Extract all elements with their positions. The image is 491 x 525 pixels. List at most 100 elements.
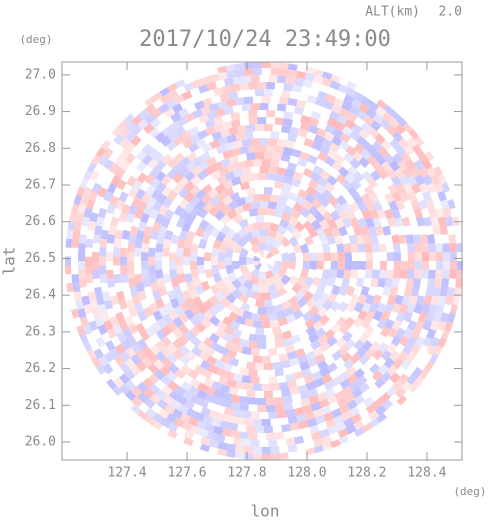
- plot-frame: [61, 61, 463, 461]
- echo-cell: [83, 170, 93, 181]
- x-unit: (deg): [453, 485, 486, 498]
- echo-cell: [136, 338, 148, 350]
- echo-cell: [416, 295, 426, 306]
- echo-cell: [223, 186, 235, 197]
- echo-cell: [305, 325, 317, 337]
- echo-cell: [209, 227, 221, 238]
- echo-cell: [150, 177, 161, 189]
- echo-cell: [358, 128, 370, 140]
- echo-cell: [194, 411, 205, 422]
- x-tick-label: 128.2: [347, 466, 386, 481]
- echo-cell: [77, 308, 87, 319]
- echo-cell: [326, 117, 338, 128]
- echo-cell: [110, 295, 120, 306]
- echo-cell: [175, 79, 186, 89]
- echo-cell: [171, 408, 183, 419]
- echo-cell: [243, 446, 254, 454]
- echo-cell: [370, 170, 381, 182]
- echo-cell: [204, 268, 214, 279]
- echo-cell: [232, 261, 240, 270]
- echo-cell: [270, 194, 280, 203]
- echo-cell: [292, 202, 304, 213]
- echo-cell: [273, 303, 284, 313]
- echo-cell: [388, 117, 400, 129]
- echo-cell: [361, 422, 373, 433]
- echo-cell: [380, 349, 392, 361]
- echo-cell: [353, 142, 365, 154]
- echo-cell: [315, 284, 326, 296]
- echo-cell: [255, 425, 264, 434]
- echo-cell: [394, 294, 404, 306]
- echo-cell: [285, 140, 296, 149]
- echo-cell: [411, 144, 423, 156]
- echo-cell: [155, 261, 163, 270]
- echo-cell: [398, 373, 409, 385]
- echo-cell: [329, 80, 341, 91]
- echo-cell: [286, 350, 298, 360]
- echo-cell: [376, 99, 388, 110]
- echo-cell: [97, 207, 108, 219]
- echo-cell: [221, 85, 232, 94]
- echo-cell: [228, 126, 239, 136]
- echo-cell: [171, 103, 183, 114]
- echo-cell: [135, 322, 146, 334]
- echo-cell: [324, 328, 336, 340]
- echo-cell: [360, 286, 370, 297]
- echo-cell: [299, 390, 311, 400]
- echo-cell: [65, 256, 71, 266]
- echo-cell: [136, 349, 148, 361]
- echo-cell: [91, 182, 102, 194]
- echo-cell: [393, 261, 401, 270]
- echo-cell: [161, 346, 173, 358]
- echo-cell: [225, 282, 237, 294]
- echo-cell: [126, 175, 137, 187]
- echo-cell: [214, 209, 226, 221]
- echo-cell: [268, 411, 278, 419]
- echo-cell: [338, 107, 350, 119]
- echo-cell: [340, 351, 352, 363]
- echo-cell: [364, 347, 376, 359]
- echo-cell: [119, 373, 130, 385]
- echo-cell: [266, 397, 276, 405]
- echo-cell: [189, 261, 198, 270]
- echo-cell: [222, 392, 233, 402]
- echo-cell: [314, 353, 326, 364]
- echo-cell: [177, 273, 186, 284]
- echo-cell: [391, 191, 402, 203]
- echo-cell: [167, 130, 179, 142]
- echo-cell: [180, 364, 192, 375]
- echo-cell: [315, 127, 327, 138]
- echo-cell: [283, 306, 294, 317]
- echo-cell: [144, 415, 156, 426]
- echo-cell: [199, 443, 211, 453]
- echo-cell: [131, 342, 142, 354]
- echo-cell: [114, 155, 125, 167]
- echo-cell: [252, 446, 262, 454]
- echo-cell: [346, 81, 357, 91]
- echo-cell: [91, 356, 101, 368]
- echo-cell: [252, 194, 262, 202]
- echo-cell: [300, 268, 310, 279]
- echo-cell: [234, 451, 245, 459]
- echo-cell: [304, 276, 314, 287]
- echo-cell: [158, 103, 170, 114]
- echo-cell: [294, 435, 305, 445]
- echo-cell: [345, 365, 357, 377]
- echo-cell: [261, 446, 271, 455]
- echo-cell: [94, 225, 103, 236]
- echo-cell: [230, 147, 241, 157]
- echo-cell: [225, 228, 237, 240]
- echo-cell: [243, 231, 254, 243]
- echo-cell: [73, 291, 83, 302]
- echo-cell: [315, 415, 326, 425]
- echo-cell: [346, 399, 358, 410]
- echo-cell: [82, 186, 93, 198]
- y-tick-label: 26.6: [25, 214, 56, 229]
- echo-cell: [344, 118, 356, 130]
- echo-cell: [119, 159, 131, 172]
- echo-cell: [120, 247, 128, 257]
- echo-cell: [95, 336, 106, 348]
- echo-cell: [341, 201, 352, 213]
- echo-cell: [191, 78, 203, 89]
- echo-cell: [353, 419, 365, 431]
